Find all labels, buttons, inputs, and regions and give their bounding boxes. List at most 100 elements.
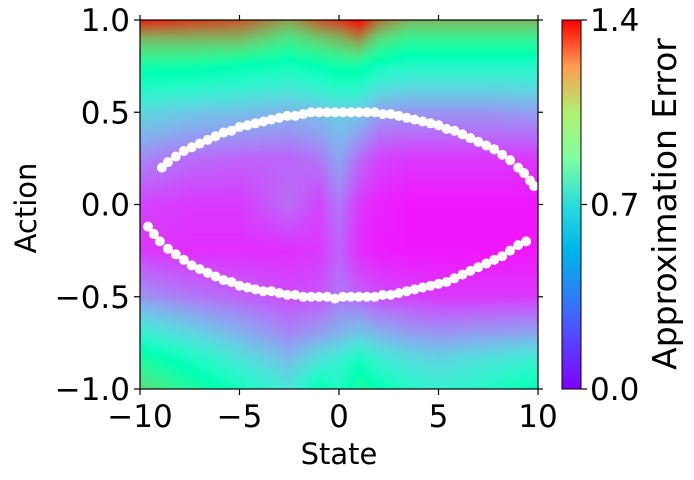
sample-point-lower	[361, 291, 372, 302]
sample-point-lower	[513, 240, 524, 251]
sample-point-upper	[345, 107, 356, 118]
sample-point-lower	[282, 289, 293, 300]
x-axis: −10 −5 0 5 10	[107, 15, 558, 435]
sample-point-lower	[178, 254, 189, 265]
sample-point-upper	[481, 140, 492, 151]
sample-point-upper	[282, 110, 293, 121]
sample-point-lower	[353, 291, 364, 302]
sample-point-lower	[314, 291, 325, 302]
colorbar-tick-label: 0.7	[590, 188, 639, 224]
sample-point-lower	[505, 245, 516, 256]
sample-point-upper	[465, 133, 476, 144]
sample-point-lower	[234, 280, 245, 291]
sample-point-lower	[202, 267, 213, 278]
sample-point-lower	[266, 286, 277, 297]
sample-point-upper	[338, 107, 348, 118]
sample-point-upper	[385, 109, 396, 120]
sample-point-lower	[489, 254, 500, 265]
x-tick-label: −10	[107, 399, 172, 435]
sample-point-upper	[314, 107, 325, 118]
sample-point-upper	[202, 134, 213, 145]
y-tick-label: 1.0	[81, 3, 130, 39]
sample-point-lower	[377, 289, 388, 300]
sample-point-upper	[497, 149, 508, 160]
sample-point-lower	[345, 291, 356, 302]
sample-point-lower	[322, 291, 333, 302]
sample-point-lower	[393, 288, 404, 299]
colorbar-tick-label: 0.0	[590, 372, 639, 408]
sample-point-upper	[457, 129, 468, 140]
sample-point-lower	[242, 282, 253, 293]
sample-point-lower	[330, 293, 340, 304]
sample-point-lower	[218, 275, 229, 286]
y-tick-label: 0.5	[81, 95, 130, 131]
sample-point-lower	[441, 277, 452, 287]
sample-point-upper	[425, 118, 436, 129]
x-tick-label: 10	[518, 399, 557, 435]
sample-point-upper	[441, 123, 452, 134]
colorbar-tick-label: 1.4	[590, 3, 639, 39]
colorbar-ticks: 0.0 0.7 1.4	[581, 3, 639, 408]
sample-point-upper	[234, 122, 245, 132]
sample-point-upper	[401, 112, 412, 123]
sample-point-lower	[306, 291, 317, 302]
sample-point-upper	[250, 118, 261, 129]
sample-point-upper	[306, 107, 317, 118]
sample-point-lower	[154, 236, 165, 247]
sample-point-lower	[521, 236, 532, 247]
sample-point-upper	[322, 107, 333, 118]
sample-point-lower	[338, 291, 348, 302]
sample-point-upper	[361, 107, 372, 118]
sample-point-lower	[226, 277, 237, 287]
y-axis-label: Action	[9, 163, 43, 254]
y-tick-label: −0.5	[55, 280, 130, 316]
sample-point-upper	[417, 116, 428, 127]
sample-point-lower	[417, 282, 428, 293]
sample-point-upper	[186, 142, 197, 153]
colorbar: 0.0 0.7 1.4 Approximation Error	[561, 3, 684, 408]
sample-point-upper	[489, 144, 500, 155]
sample-point-lower	[425, 280, 436, 291]
sample-point-lower	[473, 262, 484, 273]
colorbar-label: Approximation Error	[645, 38, 684, 370]
sample-point-upper	[505, 155, 516, 166]
sample-point-upper	[210, 131, 221, 142]
sample-point-upper	[519, 168, 530, 179]
x-tick-label: 5	[429, 399, 449, 435]
y-axis: 1.0 0.5 0.0 −0.5 −1.0	[55, 3, 543, 408]
sample-point-lower	[433, 278, 444, 289]
sample-point-lower	[497, 251, 508, 262]
sample-point-upper	[409, 114, 420, 125]
sample-point-lower	[162, 243, 173, 254]
sample-point-upper	[449, 125, 460, 136]
x-tick-label: 0	[329, 399, 349, 435]
sample-point-upper	[266, 114, 277, 125]
sample-point-upper	[529, 181, 538, 192]
sample-point-upper	[290, 110, 301, 121]
x-tick-label: −5	[217, 399, 263, 435]
sample-point-upper	[433, 120, 444, 131]
sample-point-lower	[401, 286, 412, 297]
error-heatmap	[140, 20, 538, 389]
sample-point-lower	[449, 273, 460, 284]
sample-point-lower	[186, 260, 197, 271]
sample-point-upper	[353, 107, 364, 118]
y-tick-label: 0.0	[81, 188, 130, 224]
sample-markers	[143, 107, 538, 304]
sample-point-lower	[457, 269, 468, 280]
sample-point-lower	[210, 271, 221, 282]
sample-point-lower	[148, 229, 159, 239]
x-axis-label: State	[301, 437, 378, 471]
sample-point-upper	[242, 120, 253, 131]
sample-point-upper	[473, 136, 484, 147]
sample-point-upper	[178, 146, 189, 156]
sample-point-lower	[250, 284, 261, 295]
sample-point-lower	[258, 286, 269, 297]
sample-point-upper	[258, 116, 269, 127]
sample-point-upper	[377, 109, 388, 120]
y-tick-label: −1.0	[55, 372, 130, 408]
sample-point-lower	[143, 221, 153, 232]
sample-point-upper	[170, 151, 181, 162]
sample-point-upper	[162, 157, 173, 168]
